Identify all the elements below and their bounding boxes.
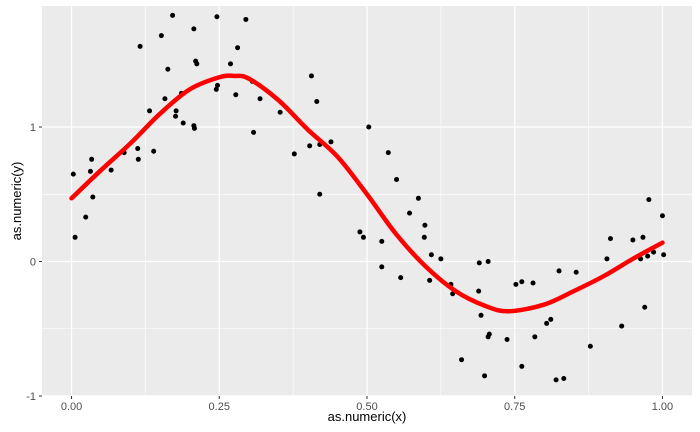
data-point bbox=[191, 26, 197, 32]
data-point bbox=[415, 195, 421, 201]
data-point bbox=[604, 256, 610, 262]
data-point bbox=[438, 256, 444, 262]
data-point bbox=[137, 43, 143, 49]
data-point bbox=[519, 363, 525, 369]
data-point bbox=[151, 148, 157, 154]
data-point bbox=[257, 96, 263, 102]
data-point bbox=[360, 234, 366, 240]
data-point bbox=[398, 275, 404, 281]
data-point bbox=[357, 229, 363, 235]
data-point bbox=[72, 234, 78, 240]
y-axis-ticks: -1 0 1 bbox=[26, 122, 42, 403]
data-point bbox=[108, 167, 114, 173]
x-tick-label: 0.25 bbox=[209, 401, 230, 413]
data-point bbox=[630, 237, 636, 243]
data-point bbox=[651, 249, 657, 255]
data-point bbox=[277, 109, 283, 115]
data-point bbox=[173, 113, 179, 119]
data-point bbox=[548, 316, 554, 322]
data-point bbox=[366, 124, 372, 130]
data-point bbox=[228, 61, 233, 67]
data-point bbox=[607, 236, 613, 242]
data-point bbox=[640, 234, 646, 240]
data-point bbox=[553, 377, 559, 383]
data-point bbox=[379, 238, 385, 244]
data-point bbox=[385, 150, 391, 156]
data-point bbox=[421, 234, 427, 240]
data-point bbox=[642, 304, 648, 310]
x-axis-ticks: 0.00 0.25 0.50 0.75 1.00 bbox=[61, 396, 673, 413]
data-point bbox=[482, 373, 488, 379]
data-point bbox=[162, 96, 168, 102]
data-point bbox=[504, 337, 510, 343]
data-point bbox=[291, 151, 297, 157]
data-point bbox=[213, 86, 219, 92]
data-point bbox=[83, 214, 89, 220]
data-point bbox=[135, 146, 141, 152]
y-tick-label: 1 bbox=[30, 122, 36, 134]
data-point bbox=[191, 125, 197, 131]
data-point bbox=[233, 92, 239, 98]
data-point bbox=[459, 357, 465, 363]
x-tick-label: 0.00 bbox=[61, 401, 82, 413]
data-point bbox=[659, 213, 665, 219]
data-point bbox=[645, 253, 651, 259]
data-point bbox=[485, 259, 491, 265]
data-point bbox=[314, 98, 320, 104]
data-point bbox=[530, 280, 536, 286]
data-point bbox=[87, 168, 93, 174]
data-point bbox=[394, 176, 400, 182]
smooth-line bbox=[69, 73, 665, 314]
data-point bbox=[407, 210, 413, 216]
y-tick-label: -1 bbox=[26, 391, 36, 403]
data-point bbox=[194, 61, 200, 67]
data-point bbox=[235, 45, 241, 51]
data-point bbox=[214, 14, 220, 20]
data-point bbox=[243, 16, 249, 22]
data-point bbox=[519, 279, 525, 285]
y-tick-label: 0 bbox=[30, 257, 36, 269]
data-point bbox=[89, 156, 95, 162]
data-point bbox=[328, 139, 334, 145]
data-point bbox=[587, 343, 593, 349]
data-point bbox=[428, 252, 434, 258]
data-point bbox=[317, 191, 323, 197]
data-point bbox=[308, 73, 314, 79]
data-point bbox=[573, 269, 579, 275]
y-axis-title: as.numeric(y) bbox=[9, 162, 24, 241]
data-point bbox=[147, 108, 153, 114]
x-tick-label: 0.75 bbox=[504, 401, 525, 413]
data-point bbox=[646, 197, 652, 203]
data-point bbox=[619, 323, 625, 329]
x-tick-label: 0.50 bbox=[356, 401, 377, 413]
data-point bbox=[513, 281, 519, 287]
x-axis-title: as.numeric(x) bbox=[328, 409, 407, 424]
data-point bbox=[379, 264, 385, 270]
data-point bbox=[561, 376, 567, 382]
data-point bbox=[173, 108, 179, 114]
data-point bbox=[532, 334, 538, 340]
data-point bbox=[251, 129, 257, 135]
data-point bbox=[422, 222, 428, 228]
data-point bbox=[476, 288, 482, 294]
data-point bbox=[476, 260, 482, 266]
data-point bbox=[135, 156, 141, 162]
series-line bbox=[69, 73, 665, 314]
data-point bbox=[170, 12, 176, 18]
data-point bbox=[544, 320, 550, 326]
data-point bbox=[478, 312, 484, 318]
data-point bbox=[307, 143, 313, 149]
data-point bbox=[661, 252, 667, 258]
data-point bbox=[158, 33, 164, 39]
x-tick-label: 1.00 bbox=[652, 401, 673, 413]
data-point bbox=[180, 120, 186, 126]
data-point bbox=[215, 82, 220, 88]
data-point bbox=[486, 331, 492, 337]
data-point bbox=[90, 194, 96, 200]
data-point bbox=[165, 66, 171, 72]
data-point bbox=[427, 277, 433, 283]
data-point bbox=[70, 171, 76, 177]
data-point bbox=[556, 268, 562, 274]
